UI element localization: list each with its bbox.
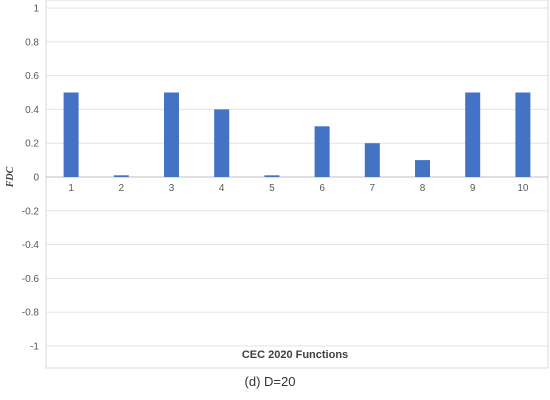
- y-tick-labels: 1 0.8 0.6 0.4 0.2 0 -0.2 -0.4 -0.6 -0.8 -1: [22, 4, 40, 353]
- bar: [465, 92, 481, 177]
- y-tick-label: -0.2: [22, 206, 40, 217]
- bar: [63, 92, 79, 177]
- y-tick-label: 0: [33, 173, 39, 184]
- x-tick-label: 6: [319, 183, 325, 194]
- figure-caption: (d) D=20: [245, 374, 296, 389]
- y-tick-label: 0.4: [25, 105, 39, 116]
- x-tick-label: 1: [68, 183, 74, 194]
- gridlines: [46, 7, 548, 347]
- y-tick-label: 0.2: [25, 139, 39, 150]
- x-tick-label: 3: [169, 183, 175, 194]
- bar: [214, 109, 230, 177]
- y-tick-label: 0.8: [25, 37, 39, 48]
- chart-frame: [45, 0, 549, 369]
- bar: [164, 92, 179, 177]
- x-tick-labels: 1 2 3 4 5 6 7 8 9 10: [68, 183, 529, 194]
- y-tick-label: -0.8: [22, 308, 40, 319]
- bar-series: [63, 92, 531, 177]
- x-tick-label: 7: [370, 183, 376, 194]
- y-tick-label: -1: [30, 342, 39, 353]
- bar: [314, 126, 330, 177]
- bar: [113, 175, 129, 177]
- y-tick-label: -0.4: [22, 240, 40, 251]
- bar: [415, 160, 430, 177]
- x-axis-title: CEC 2020 Functions: [242, 349, 348, 361]
- x-tick-label: 5: [269, 183, 275, 194]
- bar: [364, 143, 380, 177]
- y-tick-label: 1: [33, 4, 39, 15]
- x-tick-label: 10: [517, 183, 529, 194]
- x-tick-label: 8: [420, 183, 426, 194]
- y-tick-label: -0.6: [22, 274, 40, 285]
- y-axis-title: FDC: [5, 166, 16, 188]
- x-tick-label: 9: [470, 183, 476, 194]
- y-tick-label: 0.6: [25, 71, 39, 82]
- bar: [264, 175, 280, 177]
- x-tick-label: 2: [119, 183, 125, 194]
- x-tick-label: 4: [219, 183, 225, 194]
- bar: [515, 92, 531, 177]
